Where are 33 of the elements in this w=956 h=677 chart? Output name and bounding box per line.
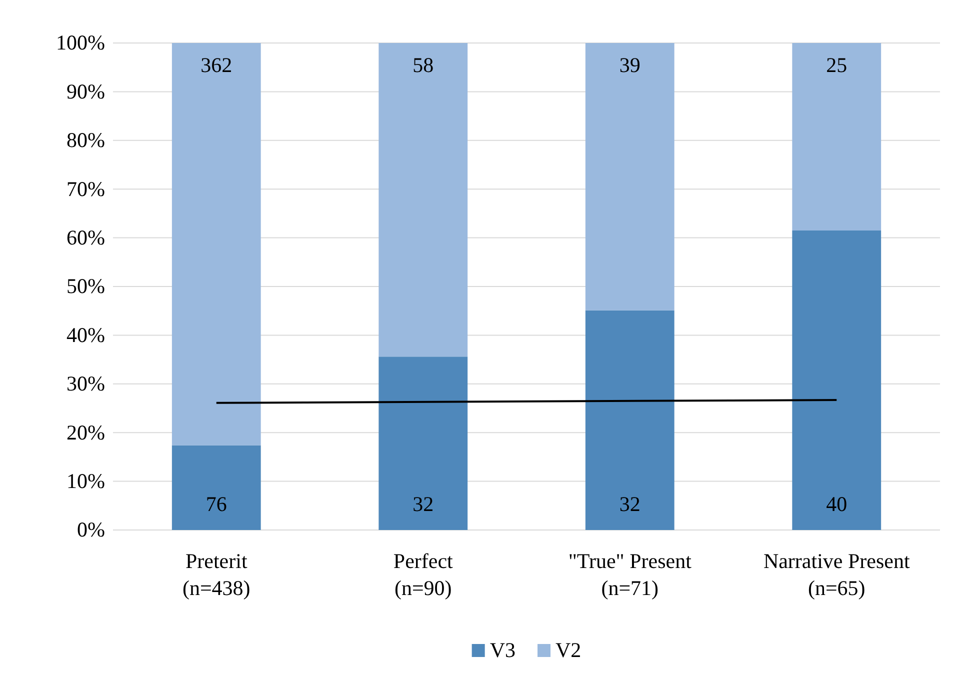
x-tick-label: "True" Present (n=71) <box>568 549 692 600</box>
annotation: 39 <box>619 52 640 77</box>
annotation: 32 <box>619 492 640 516</box>
legend-label: V2 <box>556 638 582 662</box>
x-tick-label: Narrative Present (n=65) <box>763 549 910 600</box>
y-tick-label: 70% <box>66 176 105 201</box>
annotation: 25 <box>826 52 848 77</box>
y-tick-label: 50% <box>66 274 105 298</box>
bar <box>792 43 882 230</box>
annotation: 58 <box>412 52 434 77</box>
y-tick-label: 20% <box>66 420 105 444</box>
y-tick-label: 10% <box>66 469 105 494</box>
bar <box>172 43 261 446</box>
y-tick-label: 90% <box>66 79 105 104</box>
annotation: 362 <box>200 52 232 77</box>
bar <box>585 310 674 530</box>
y-tick-label: 0% <box>77 518 105 542</box>
bar <box>792 230 882 530</box>
y-tick-label: 40% <box>66 322 105 347</box>
y-tick-label: 100% <box>56 30 105 55</box>
annotation: 32 <box>412 492 434 516</box>
annotation: 76 <box>206 492 227 516</box>
bar <box>378 356 468 530</box>
bar <box>378 43 468 357</box>
y-tick-label: 80% <box>66 128 105 152</box>
bar <box>585 43 674 310</box>
annotation: 40 <box>826 492 848 516</box>
bar <box>172 445 261 530</box>
legend-label: V3 <box>490 638 516 662</box>
y-tick-label: 30% <box>66 372 105 396</box>
x-tick-label: Perfect (n=90) <box>393 549 454 600</box>
y-tick-label: 60% <box>66 226 105 250</box>
x-tick-label: Preterit (n=438) <box>182 549 250 600</box>
